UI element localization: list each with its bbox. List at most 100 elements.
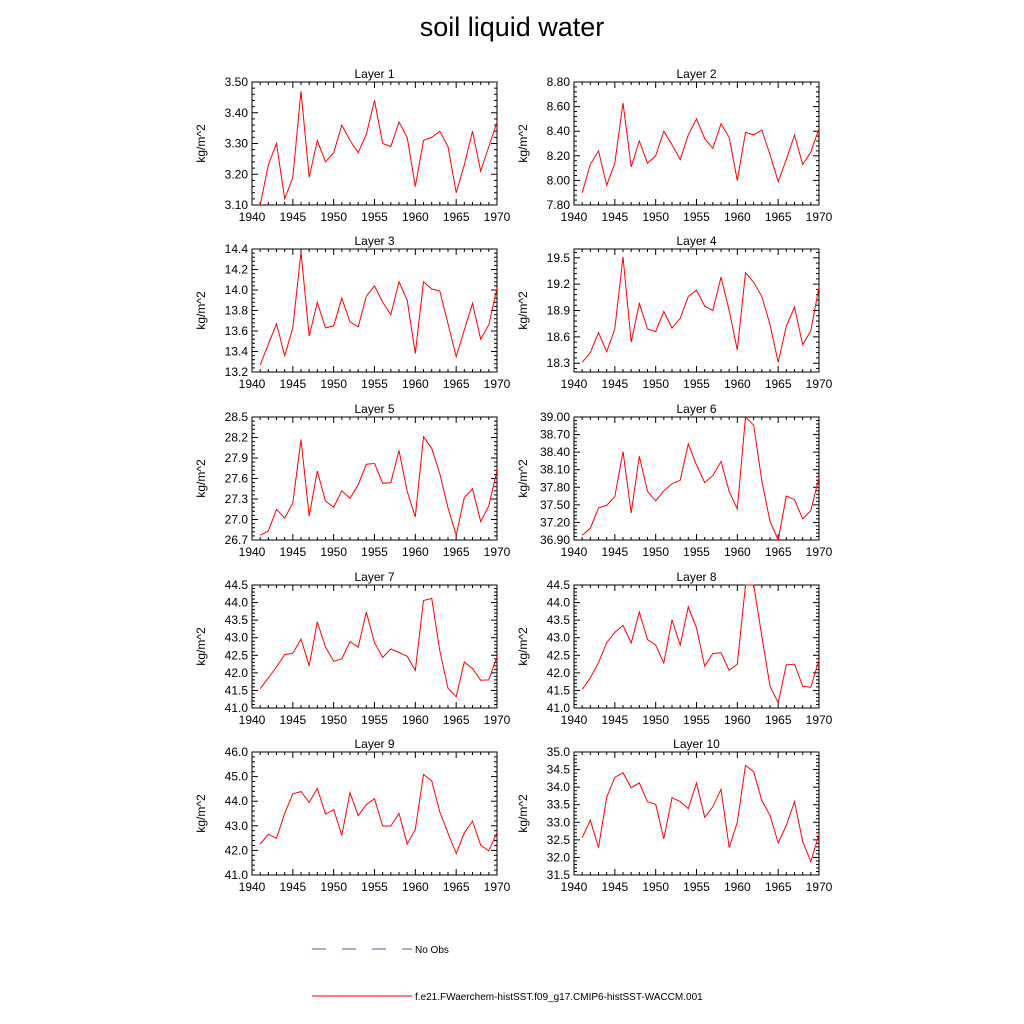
series-line xyxy=(581,256,820,363)
data-point xyxy=(333,809,334,810)
data-point xyxy=(374,100,375,101)
data-point xyxy=(761,800,762,801)
y-tick-label: 31.5 xyxy=(547,868,571,882)
data-point xyxy=(358,815,359,816)
series-line xyxy=(259,773,498,855)
x-tick-label: 1940 xyxy=(239,545,266,559)
x-tick-label: 1945 xyxy=(601,880,628,894)
data-point xyxy=(622,102,623,103)
x-tick-label: 1955 xyxy=(361,880,388,894)
x-tick-label: 1965 xyxy=(443,377,470,391)
plot-frame xyxy=(573,416,820,541)
y-tick-label: 14.0 xyxy=(225,283,249,297)
y-tick-label: 38.40 xyxy=(540,445,570,459)
y-tick-label: 27.9 xyxy=(225,451,249,465)
data-point xyxy=(488,324,489,325)
legend-obs-label: No Obs xyxy=(415,945,449,956)
data-point xyxy=(268,678,269,679)
x-tick-label: 1970 xyxy=(806,880,833,894)
data-point xyxy=(382,657,383,658)
data-point xyxy=(284,654,285,655)
data-point xyxy=(382,483,383,484)
data-point xyxy=(802,344,803,345)
data-point xyxy=(464,329,465,330)
data-point xyxy=(480,171,481,172)
x-tick-label: 1965 xyxy=(443,210,470,224)
data-point xyxy=(260,688,261,689)
data-point xyxy=(341,658,342,659)
y-tick-label: 13.6 xyxy=(225,324,249,338)
data-point xyxy=(439,290,440,291)
data-point xyxy=(488,505,489,506)
x-tick-label: 1965 xyxy=(765,545,792,559)
x-tick-label: 1970 xyxy=(806,713,833,727)
y-tick-label: 34.0 xyxy=(547,780,571,794)
x-tick-label: 1955 xyxy=(683,377,710,391)
y-tick-label: 19.2 xyxy=(547,277,571,291)
plot-frame xyxy=(573,751,820,876)
data-point xyxy=(712,310,713,311)
data-point xyxy=(349,498,350,499)
y-tick-label: 43.0 xyxy=(225,819,249,833)
x-tick-label: 1950 xyxy=(642,713,669,727)
data-point xyxy=(794,134,795,135)
page-title: soil liquid water xyxy=(419,12,605,42)
data-point xyxy=(598,662,599,663)
data-point xyxy=(582,192,583,193)
data-point xyxy=(464,164,465,165)
plot-frame xyxy=(573,584,820,709)
data-point xyxy=(480,680,481,681)
data-point xyxy=(696,290,697,291)
data-point xyxy=(606,351,607,352)
data-point xyxy=(590,820,591,821)
data-point xyxy=(349,321,350,322)
panel-title: Layer 4 xyxy=(676,234,716,248)
y-tick-label: 32.5 xyxy=(547,833,571,847)
data-point xyxy=(366,296,367,297)
data-point xyxy=(374,285,375,286)
y-tick-label: 19.5 xyxy=(547,251,571,265)
data-point xyxy=(456,696,457,697)
data-point xyxy=(260,364,261,365)
data-point xyxy=(680,644,681,645)
x-tick-label: 1960 xyxy=(402,377,429,391)
data-point xyxy=(398,813,399,814)
data-point xyxy=(631,787,632,788)
y-tick-label: 36.90 xyxy=(540,533,570,547)
data-point xyxy=(688,808,689,809)
data-point xyxy=(663,838,664,839)
y-tick-label: 35.0 xyxy=(547,745,571,759)
series-line xyxy=(581,102,820,193)
x-tick-label: 1950 xyxy=(642,880,669,894)
data-point xyxy=(590,164,591,165)
x-tick-label: 1955 xyxy=(683,713,710,727)
data-point xyxy=(447,507,448,508)
data-point xyxy=(671,327,672,328)
data-point xyxy=(778,539,779,540)
x-tick-label: 1970 xyxy=(484,377,511,391)
data-point xyxy=(407,843,408,844)
data-point xyxy=(810,330,811,331)
data-point xyxy=(786,495,787,496)
data-point xyxy=(423,140,424,141)
data-point xyxy=(431,288,432,289)
y-tick-label: 38.10 xyxy=(540,463,570,477)
data-point xyxy=(745,584,746,585)
data-point xyxy=(769,154,770,155)
y-tick-label: 8.20 xyxy=(547,149,571,163)
y-tick-label: 42.0 xyxy=(547,666,571,680)
data-point xyxy=(382,825,383,826)
data-point xyxy=(415,186,416,187)
data-point xyxy=(582,535,583,536)
data-point xyxy=(472,131,473,132)
data-point xyxy=(753,282,754,283)
data-point xyxy=(663,490,664,491)
y-axis-label: kg/m^2 xyxy=(194,124,208,163)
x-tick-label: 1960 xyxy=(724,713,751,727)
x-tick-label: 1960 xyxy=(402,210,429,224)
data-point xyxy=(317,302,318,303)
data-point xyxy=(671,483,672,484)
data-point xyxy=(309,802,310,803)
data-point xyxy=(284,813,285,814)
panel-layer-9: Layer 9 kg/m^2 1940 1945 1950 1955 1960 1965 197… xyxy=(194,737,511,894)
